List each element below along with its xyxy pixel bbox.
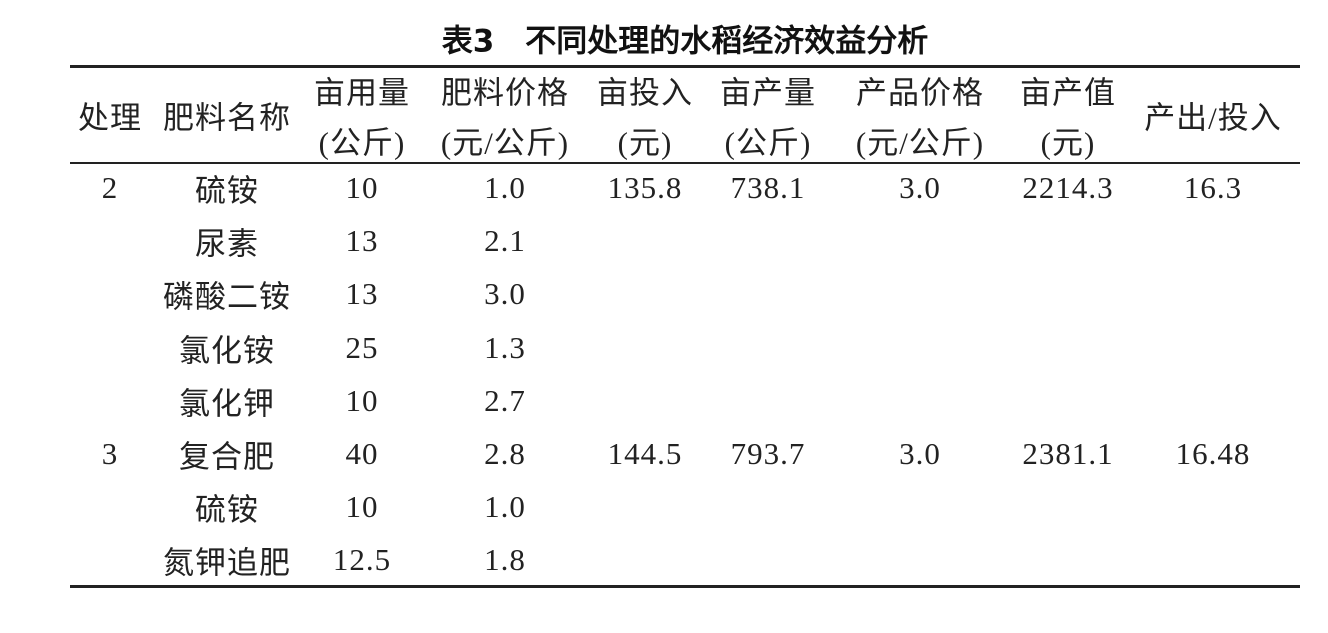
table-cell: 3.0 (899, 170, 941, 205)
column-header: 肥料名称 (163, 100, 291, 136)
column-header: (元) (1040, 125, 1096, 161)
header-rule (70, 162, 1300, 164)
table-cell: 1.3 (484, 329, 526, 365)
table-cell: 793.7 (730, 436, 806, 471)
bottom-rule (70, 585, 1300, 588)
column-header: 亩投入 (597, 75, 693, 111)
column-header: 亩用量 (314, 75, 410, 111)
table-cell: 12.5 (332, 542, 392, 578)
table-cell: 复合肥 (179, 439, 275, 475)
table-cell: 13 (345, 223, 379, 259)
table-cell: 2381.1 (1022, 436, 1114, 471)
column-header: (元/公斤) (440, 125, 570, 161)
table-cell: 氯化铵 (179, 333, 275, 369)
table-cell: 尿素 (195, 226, 259, 262)
column-header: (公斤) (318, 125, 406, 161)
table-cell: 135.8 (607, 170, 683, 205)
table-cell: 40 (345, 436, 379, 471)
table-cell: 氯化钾 (179, 386, 275, 422)
table-cell: 3 (101, 436, 119, 471)
table-cell: 1.8 (484, 542, 526, 578)
top-rule (70, 65, 1300, 68)
table-cell: 3.0 (899, 436, 941, 471)
table-cell: 2214.3 (1022, 170, 1114, 205)
table-cell: 144.5 (607, 436, 683, 471)
table-cell: 硫铵 (195, 492, 259, 528)
column-header: (公斤) (724, 125, 812, 161)
table-cell: 10 (345, 489, 379, 525)
column-header: 亩产量 (720, 75, 816, 111)
table-cell: 16.48 (1175, 436, 1251, 471)
column-header: 肥料价格 (441, 75, 569, 111)
table-cell: 硫铵 (195, 173, 259, 209)
table-cell: 1.0 (484, 170, 526, 205)
column-header: 产出/投入 (1144, 100, 1282, 136)
table-cell: 2 (101, 170, 119, 205)
table-cell: 738.1 (730, 170, 806, 205)
table-title: 表3 不同处理的水稻经济效益分析 (441, 23, 929, 60)
column-header: (元/公斤) (855, 125, 985, 161)
table-cell: 25 (345, 329, 379, 365)
table-cell: 氮钾追肥 (163, 545, 291, 581)
table-cell: 10 (345, 170, 379, 205)
table-cell: 16.3 (1183, 170, 1243, 205)
column-header: 处理 (78, 100, 142, 136)
table-cell: 2.7 (484, 382, 526, 418)
table-cell: 2.8 (484, 436, 526, 471)
table-cell: 2.1 (484, 223, 526, 259)
table-cell: 3.0 (484, 276, 526, 312)
table-cell: 1.0 (484, 489, 526, 525)
column-header: 亩产值 (1020, 75, 1116, 111)
table-cell: 磷酸二铵 (163, 279, 291, 315)
table-cell: 13 (345, 276, 379, 312)
column-header: (元) (617, 125, 673, 161)
table-cell: 10 (345, 382, 379, 418)
column-header: 产品价格 (856, 75, 984, 111)
